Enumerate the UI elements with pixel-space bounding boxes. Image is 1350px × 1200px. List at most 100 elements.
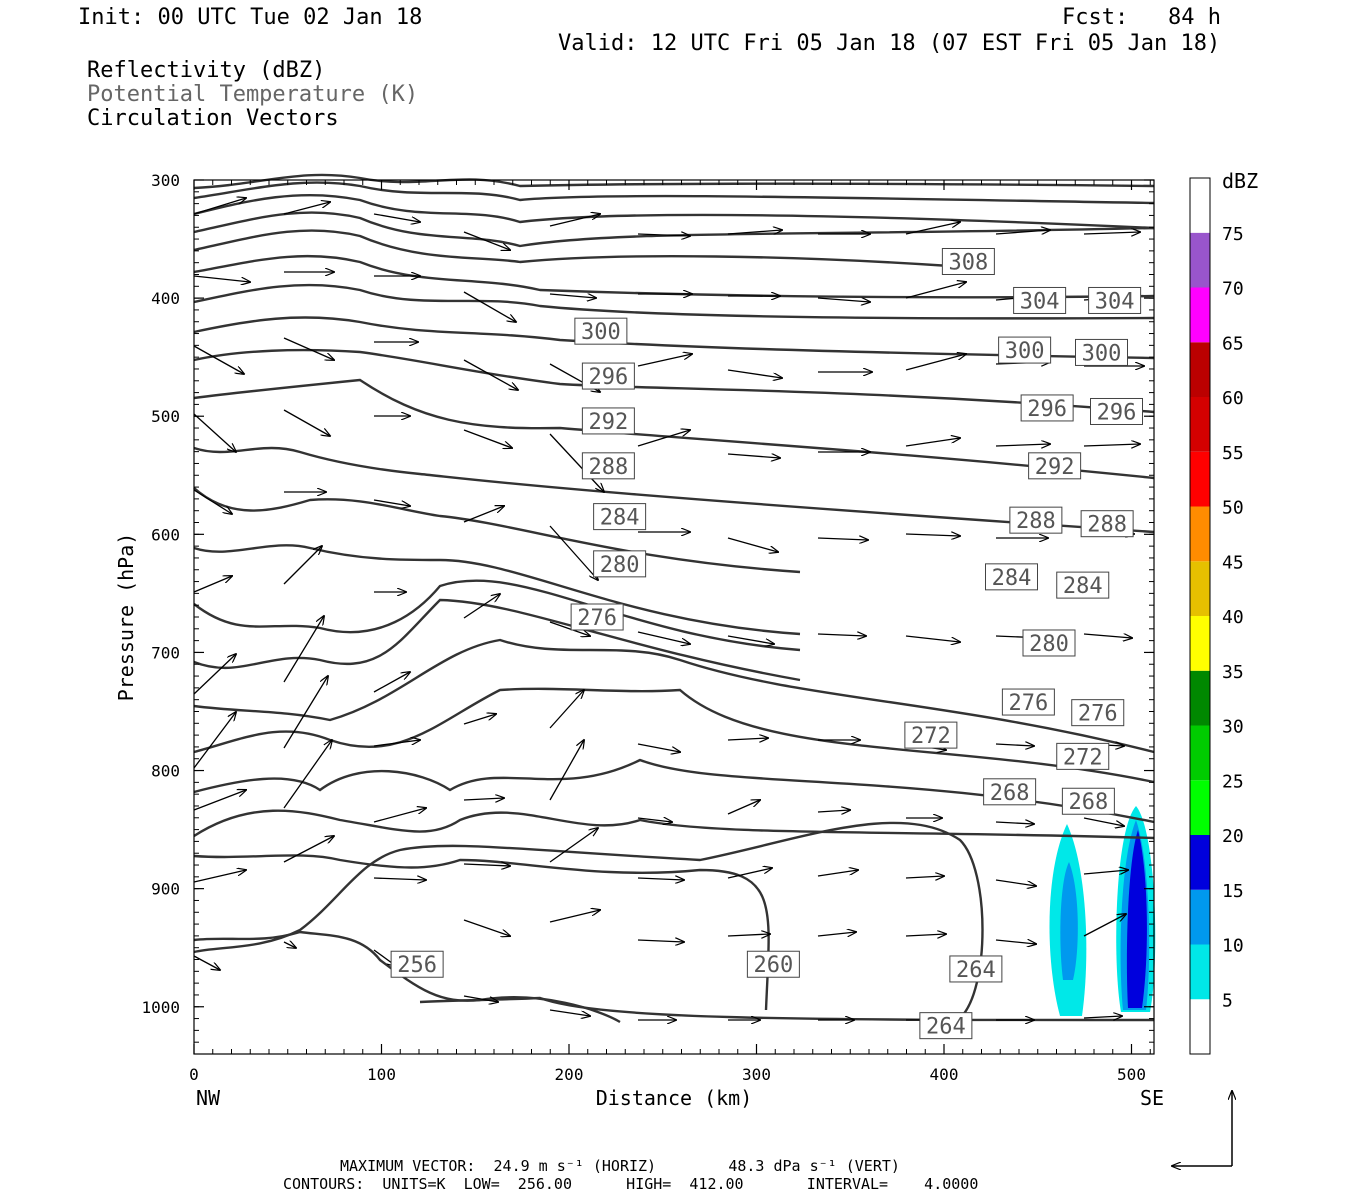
vector-arrow (817, 870, 858, 877)
theta-label-box (1075, 338, 1128, 366)
vector-arrow (549, 690, 584, 729)
vector-arrow (727, 800, 760, 815)
theta-contour (193, 316, 1155, 360)
colorbar-tick-label: 40 (1222, 607, 1244, 628)
vector-arrow (283, 546, 322, 585)
vector-arrow (727, 635, 774, 644)
vector-arrow (637, 234, 690, 236)
theta-label: 256 (397, 953, 437, 978)
vector-arrow (727, 369, 782, 378)
vector-arrow (817, 538, 868, 540)
theta-label-box (985, 563, 1038, 591)
vector-arrow (193, 198, 246, 215)
y-tick-label: 700 (151, 643, 180, 662)
valid-time: Valid: 12 UTC Fri 05 Jan 18 (07 EST Fri … (558, 31, 1221, 56)
colorbar-label: dBZ (1222, 169, 1258, 193)
colorbar-tick-label: 35 (1222, 662, 1244, 683)
theta-label: 300 (1005, 339, 1045, 364)
theta-label-box (1088, 286, 1142, 314)
theta-label-box (1056, 742, 1110, 770)
colorbar-tick-label: 70 (1222, 279, 1244, 300)
theta-label-box (570, 603, 624, 631)
theta-contour (193, 854, 770, 1011)
vector-arrow (373, 878, 426, 880)
vector-arrow (193, 576, 232, 593)
colorbar-tick-label: 65 (1222, 333, 1244, 354)
y-tick-label: 600 (151, 525, 180, 544)
theta-contour (193, 758, 1155, 824)
vector-arrow (995, 444, 1050, 446)
theta-label: 272 (911, 724, 951, 749)
vector-arrow (637, 743, 680, 752)
vector-arrow (905, 534, 960, 536)
theta-label: 304 (1020, 289, 1060, 314)
theta-contour (419, 996, 1155, 1022)
vector-arrow (1083, 914, 1126, 937)
vector-arrow (727, 934, 770, 936)
theta-label-box (574, 317, 628, 345)
vector-arrow (817, 810, 850, 812)
x-tick-label: 400 (930, 1065, 959, 1084)
vector-arrow (995, 940, 1036, 944)
x-tick-label: 0 (189, 1065, 199, 1084)
theta-label: 260 (754, 953, 794, 978)
vector-arrow (637, 818, 672, 822)
colorbar-tick-label: 45 (1222, 552, 1244, 573)
vector-arrow (905, 354, 966, 371)
vector-arrow (283, 337, 334, 360)
colorbar-tick-label: 10 (1222, 936, 1244, 957)
vector-arrow (193, 712, 236, 769)
vector-arrow (193, 955, 220, 970)
vector-arrow (549, 828, 598, 863)
vector-arrow (637, 631, 690, 644)
vector-arrow (549, 525, 598, 580)
theta-label-box (1028, 452, 1082, 480)
theta-contour (193, 809, 1155, 840)
x-axis-label: Distance (km) (596, 1086, 753, 1110)
theta-label: 288 (1087, 513, 1127, 538)
legend-circulation-vectors: Circulation Vectors (87, 106, 339, 131)
colorbar-tick-label: 5 (1222, 990, 1233, 1011)
colorbar-swatch (1190, 944, 1210, 1000)
theta-label-box (593, 503, 647, 531)
theta-label-box (919, 1012, 973, 1040)
vector-arrow (905, 876, 944, 878)
vector-arrow (463, 594, 500, 619)
theta-contour (193, 638, 1155, 754)
theta-contour (193, 446, 1155, 534)
theta-label: 288 (1016, 509, 1056, 534)
colorbar-swatch (1190, 342, 1210, 397)
vector-arrow (549, 910, 600, 923)
theta-contour (193, 229, 951, 268)
colorbar-tick-label: 75 (1222, 224, 1244, 245)
y-tick-label: 500 (151, 407, 180, 426)
vector-arrow (463, 714, 496, 725)
colorbar-tick-label: 30 (1222, 717, 1244, 738)
colorbar-tick-label: 55 (1222, 443, 1244, 464)
vector-arrow (463, 429, 512, 448)
vector-arrow (463, 919, 510, 936)
vector-arrow (193, 413, 236, 452)
echo-10dbz (1060, 862, 1078, 980)
vector-arrow (463, 359, 518, 390)
theta-label: 288 (589, 455, 629, 480)
theta-label-box (1090, 397, 1143, 425)
theta-label-box (1013, 286, 1067, 314)
theta-label: 272 (1063, 745, 1103, 770)
colorbar-tick-label: 60 (1222, 388, 1244, 409)
theta-label: 280 (600, 553, 640, 578)
colorbar-tick-label: 15 (1222, 881, 1244, 902)
vector-arrow (817, 298, 870, 302)
vector-arrow (463, 864, 510, 866)
theta-contour (193, 378, 1155, 480)
theta-label: 296 (1097, 400, 1137, 425)
vector-arrow (463, 291, 516, 322)
vector-arrow (727, 230, 782, 234)
vector-arrow (549, 740, 584, 801)
colorbar-swatch (1190, 178, 1210, 233)
vector-arrow (549, 294, 596, 298)
vector-arrow (637, 354, 692, 367)
vector-arrow (373, 672, 410, 693)
theta-label-box (1020, 394, 1074, 422)
theta-contour (193, 348, 1155, 414)
